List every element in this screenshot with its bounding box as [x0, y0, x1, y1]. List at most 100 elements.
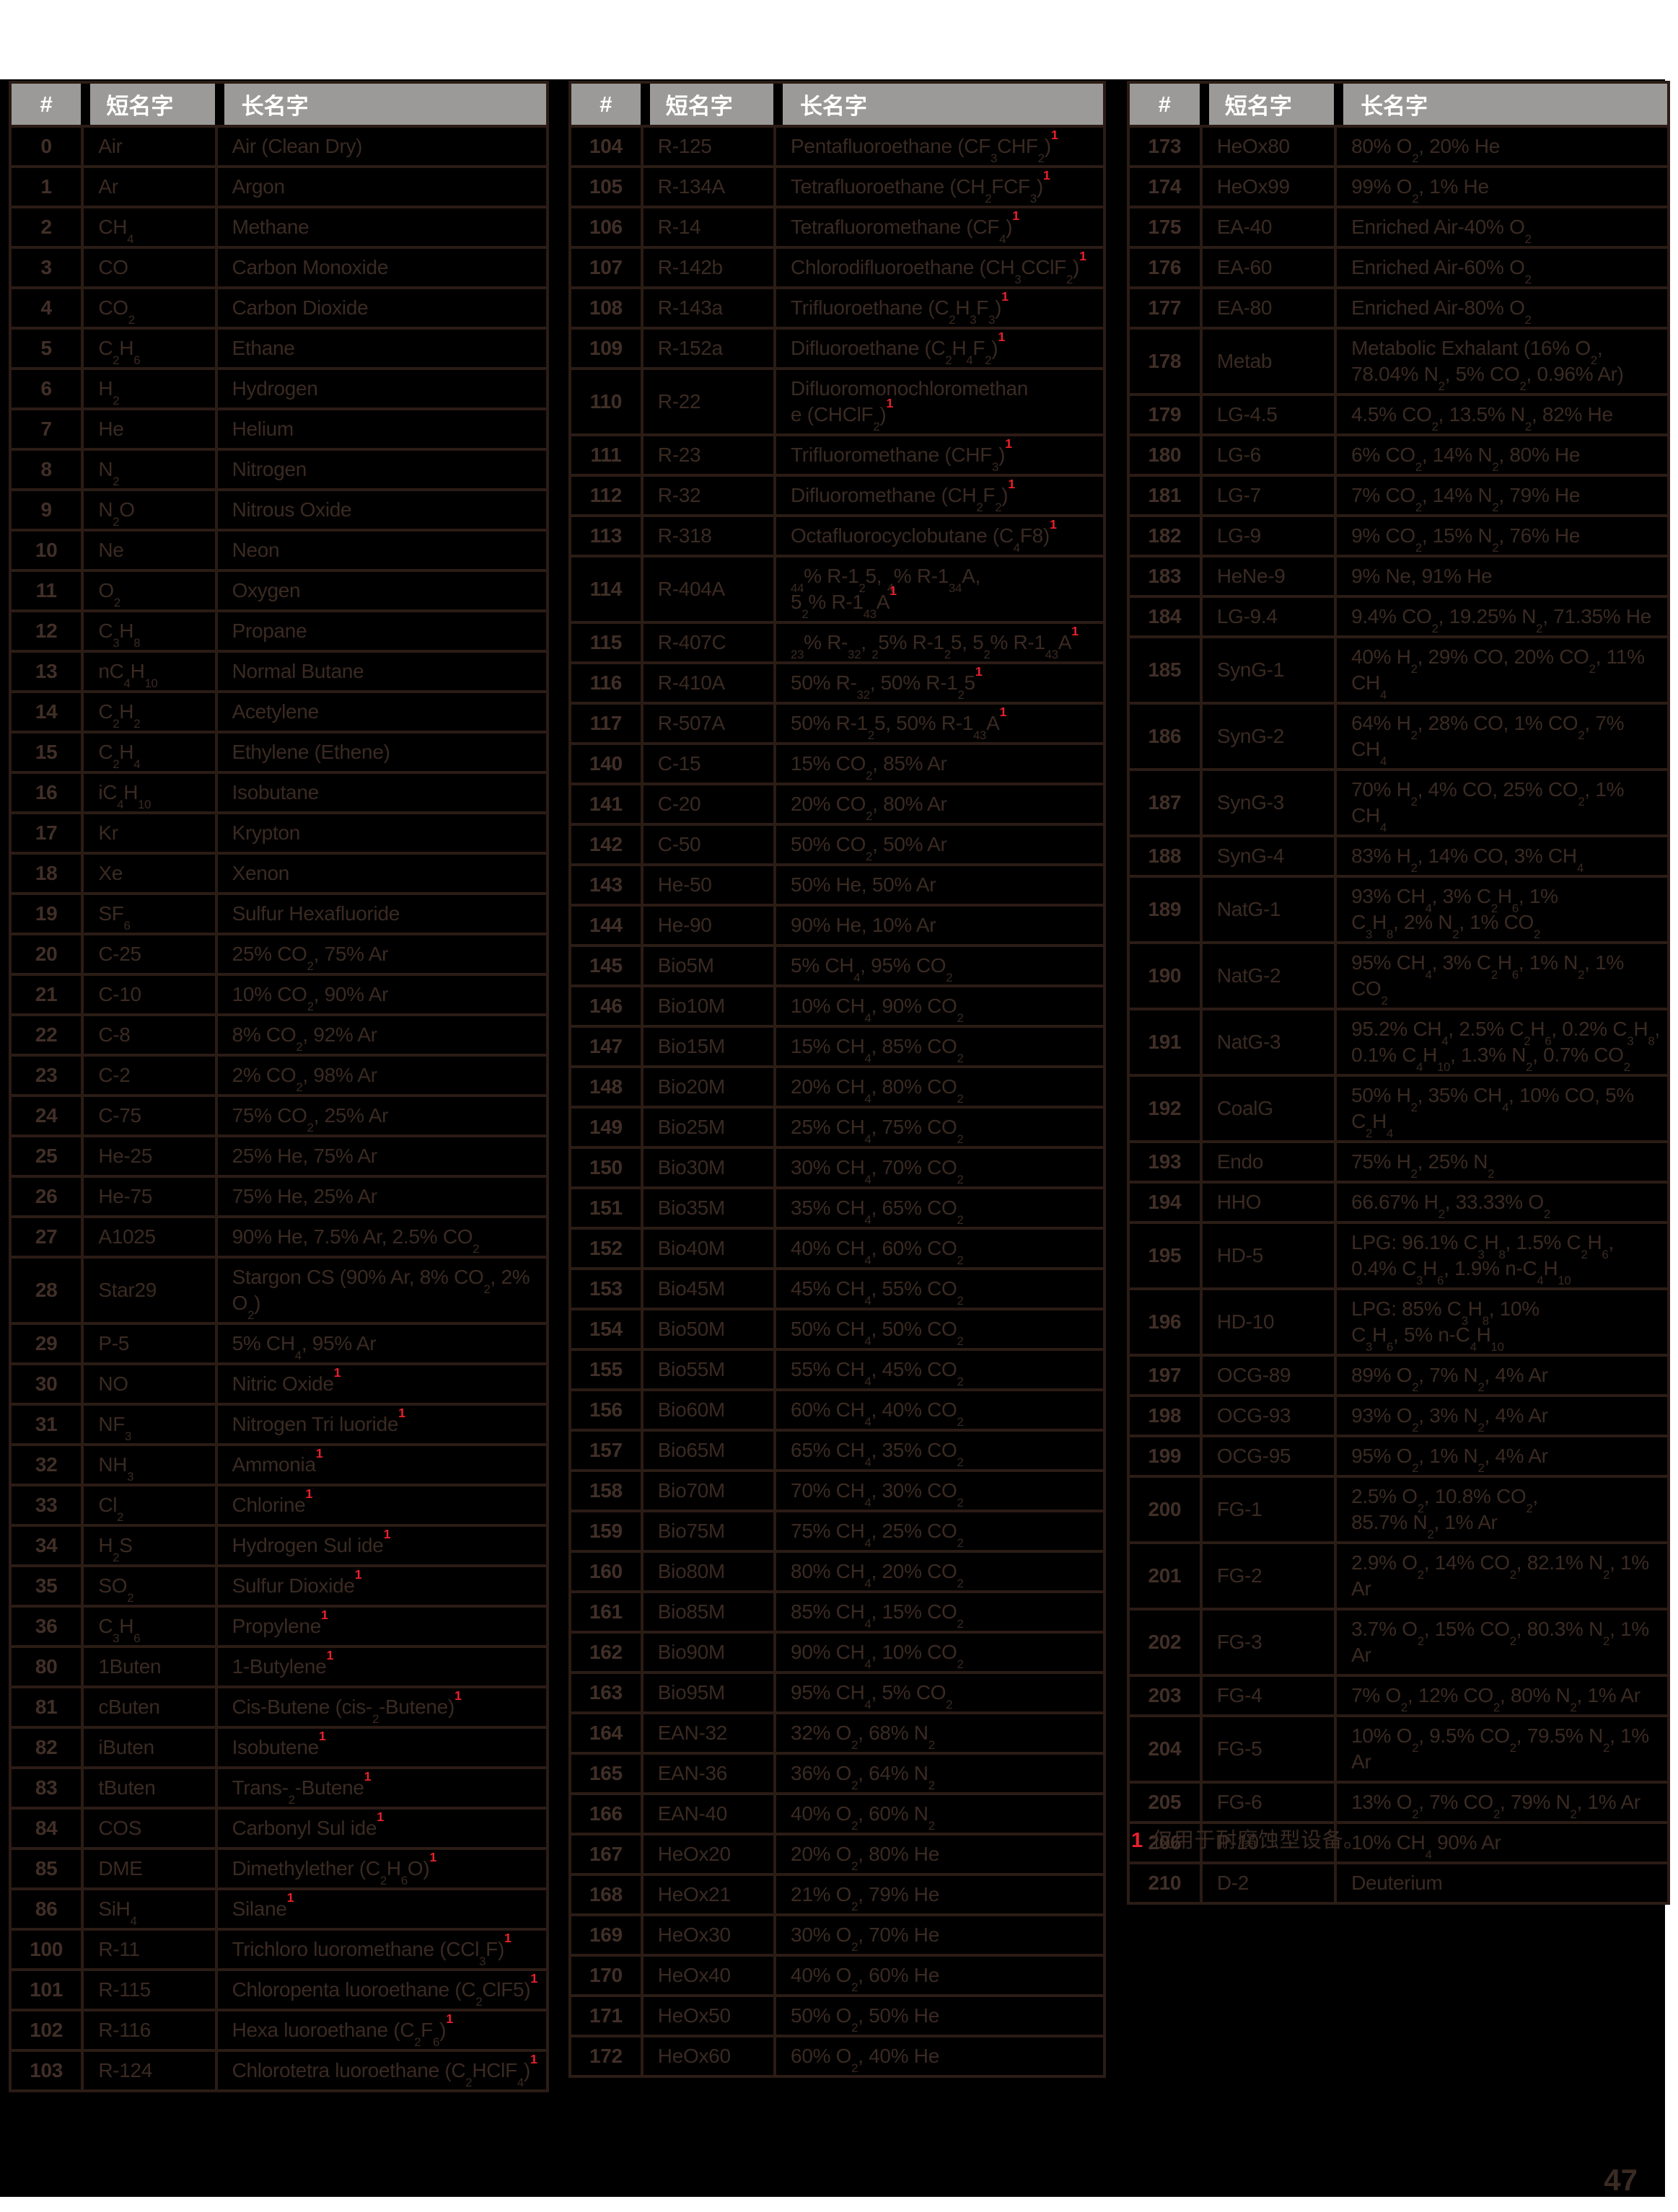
gas-number-cell: 164: [589, 1722, 623, 1744]
gas-number-cell: 7: [40, 418, 53, 440]
table-row: 175 EA-40 Enriched Air-40% O2: [1130, 206, 1667, 246]
gas-short-name: EA-80: [1199, 289, 1334, 327]
gas-number-cell: 111: [590, 444, 622, 466]
gas-long-name: 25% CH4, 75% CO2: [773, 1109, 1103, 1146]
column-header-short-name: 短名字: [81, 84, 214, 125]
gas-number-cell: 194: [1148, 1191, 1182, 1213]
gas-long-name: 70% H2, 4% CO, 25% CO2, 1% CH4: [1334, 771, 1667, 834]
gas-short-name: C-20: [640, 785, 773, 823]
gas-number-cell: 146: [589, 995, 623, 1017]
gas-short-name: DME: [81, 1850, 214, 1887]
gas-long-name: 66.67% H2, 33.33% O2: [1334, 1184, 1667, 1221]
gas-number-cell: 116: [589, 671, 623, 694]
gas-long-name: 75% CO2, 25% Ar: [214, 1097, 546, 1134]
gas-long-name: Chloropenta luoroethane (C2ClF5)1: [214, 1971, 546, 2009]
gas-short-name: NatG-3: [1199, 1010, 1334, 1074]
table-row: 173 HeOx80 80% O2, 20% He: [1130, 125, 1667, 165]
gas-long-name: Argon: [214, 168, 546, 206]
table-row: 104 R-125 Pentafluoroethane (CF3CHF2)1: [571, 125, 1103, 165]
table-row: 200 FG-1 2.5% O2, 10.8% CO2, 85.7% N2, 1% A…: [1130, 1475, 1667, 1541]
table-row: 166 EAN-40 40% O2, 60% N2: [571, 1792, 1103, 1833]
table-row: 161 Bio85M 85% CH4, 15% CO2: [571, 1590, 1103, 1631]
table-row: 170 HeOx40 40% O2, 60% He: [571, 1954, 1103, 1994]
gas-number-cell: 151: [589, 1197, 623, 1219]
gas-number-cell: 196: [1148, 1310, 1182, 1333]
gas-long-name: 45% CH4, 55% CO2: [773, 1270, 1103, 1308]
gas-long-name: 9% CO2, 15% N2, 76% He: [1334, 517, 1667, 555]
table-row: 155 Bio55M 55% CH4, 45% CO2: [571, 1348, 1103, 1388]
gas-number-cell: 161: [589, 1600, 623, 1623]
gas-number-cell: 113: [589, 524, 623, 547]
gas-short-name: tButen: [81, 1769, 214, 1807]
gas-long-name: Stargon CS (90% Ar, 8% CO2, 2% O2): [214, 1259, 546, 1322]
gas-long-name: Carbon Monoxide: [214, 249, 546, 286]
table-row: 206 P-10 10% CH4 90% Ar: [1130, 1821, 1667, 1861]
gas-number-cell: 190: [1148, 964, 1182, 987]
gas-short-name: HeOx80: [1199, 128, 1334, 165]
gas-number-cell: 5: [40, 337, 53, 359]
table-row: 187 SynG-3 70% H2, 4% CO, 25% CO2, 1% CH4: [1130, 768, 1667, 834]
gas-short-name: CH4: [81, 208, 214, 246]
table-row: 14 C2H2 Acetylene: [12, 690, 546, 731]
gas-short-name: R-152a: [640, 330, 773, 367]
gas-short-name: C-50: [640, 826, 773, 863]
table-body: 104 R-125 Pentafluoroethane (CF3CHF2)1 105 R…: [571, 125, 1103, 2075]
table-row: 189 NatG-1 93% CH4, 3% C2H6, 1% C3H8, 2% N2…: [1130, 875, 1667, 941]
table-row: 116 R-410A 50% R-32, 50% R-1251: [571, 661, 1103, 702]
gas-number-cell: 153: [589, 1277, 623, 1300]
gas-long-name: Tetrafluoromethane (CF4)1: [773, 208, 1103, 246]
gas-short-name: R-14: [640, 208, 773, 246]
table-row: 80 1Buten 1-Butylene1: [12, 1645, 546, 1686]
gas-long-name: Ethane: [214, 330, 546, 367]
gas-long-name: 20% O2, 80% He: [773, 1836, 1103, 1873]
gas-long-name: 75% He, 25% Ar: [214, 1178, 546, 1215]
gas-short-name: HeOx30: [640, 1916, 773, 1954]
gas-short-name: A1025: [81, 1218, 214, 1256]
gas-short-name: nC4H10: [81, 653, 214, 690]
gas-long-name: 1-Butylene1: [214, 1648, 546, 1686]
gas-number-cell: 169: [589, 1924, 623, 1946]
gas-short-name: EAN-40: [640, 1795, 773, 1833]
table-row: 105 R-134A Tetrafluoroethane (CH2FCF3)1: [571, 165, 1103, 206]
table-row: 24 C-75 75% CO2, 25% Ar: [12, 1094, 546, 1134]
gas-short-name: Bio45M: [640, 1270, 773, 1308]
table-row: 203 FG-4 7% O2, 12% CO2, 80% N2, 1% Ar: [1130, 1674, 1667, 1714]
table-row: 153 Bio45M 45% CH4, 55% CO2: [571, 1267, 1103, 1308]
gas-long-name: 10% CH4, 90% CO2: [773, 987, 1103, 1025]
gas-long-name: 10% CO2, 90% Ar: [214, 976, 546, 1013]
gas-short-name: NH3: [81, 1446, 214, 1484]
gas-long-name: 75% CH4, 25% CO2: [773, 1512, 1103, 1550]
gas-long-name: 7% O2, 12% CO2, 80% N2, 1% Ar: [1334, 1677, 1667, 1714]
gas-number-cell: 140: [589, 752, 623, 775]
gas-short-name: He-25: [81, 1137, 214, 1175]
gas-short-name: SO2: [81, 1567, 214, 1605]
gas-short-name: NF3: [81, 1406, 214, 1443]
gas-number-cell: 186: [1148, 725, 1182, 747]
gas-short-name: SynG-2: [1199, 705, 1334, 768]
gas-long-name: 93% CH4, 3% C2H6, 1% C3H8, 2% N2, 1% CO2: [1334, 878, 1667, 941]
table-row: 18 Xe Xenon: [12, 852, 546, 892]
table-row: 179 LG-4.5 4.5% CO2, 13.5% N2, 82% He: [1130, 393, 1667, 433]
gas-short-name: HeOx21: [640, 1876, 773, 1913]
table-row: 144 He-90 90% He, 10% Ar: [571, 904, 1103, 944]
gas-number-cell: 32: [35, 1453, 58, 1476]
table-row: 140 C-15 15% CO2, 85% Ar: [571, 742, 1103, 783]
gas-number-cell: 34: [35, 1534, 58, 1556]
gas-long-name: 90% He, 7.5% Ar, 2.5% CO2: [214, 1218, 546, 1256]
table-row: 13 nC4H10 Normal Butane: [12, 650, 546, 690]
gas-short-name: Bio10M: [640, 987, 773, 1025]
gas-number-cell: 108: [589, 296, 623, 319]
gas-long-name: Trans-2-Butene1: [214, 1769, 546, 1807]
gas-short-name: Bio60M: [640, 1391, 773, 1429]
gas-long-name: Nitrous Oxide: [214, 491, 546, 529]
gas-long-name: 99% O2, 1% He: [1334, 168, 1667, 206]
gas-short-name: NO: [81, 1365, 214, 1403]
gas-long-name: Normal Butane: [214, 653, 546, 690]
gas-short-name: R-507A: [640, 705, 773, 742]
gas-short-name: SF6: [81, 895, 214, 933]
gas-number-cell: 166: [589, 1802, 623, 1825]
gas-long-name: 13% O2, 7% CO2, 79% N2, 1% Ar: [1334, 1784, 1667, 1821]
column-header-number: #: [599, 91, 612, 117]
gas-short-name: C-2: [81, 1057, 214, 1094]
table-row: 3 CO Carbon Monoxide: [12, 246, 546, 286]
